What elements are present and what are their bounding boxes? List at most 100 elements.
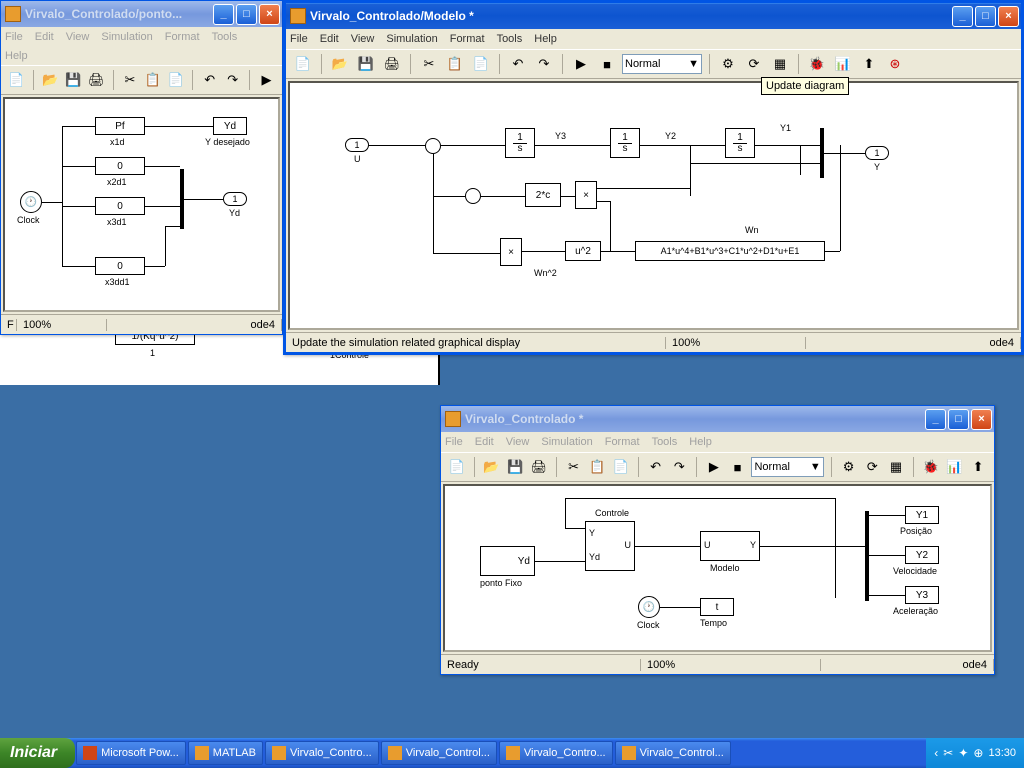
minimize-button[interactable]: _ (213, 4, 234, 25)
explorer-icon[interactable]: 📊 (832, 53, 854, 75)
redo-icon[interactable]: ↷ (669, 456, 689, 478)
menu-format[interactable]: Format (605, 436, 640, 448)
menu-tools[interactable]: Tools (212, 31, 238, 43)
target-icon[interactable]: ⊛ (884, 53, 906, 75)
maximize-button[interactable]: □ (975, 6, 996, 27)
menu-simulation[interactable]: Simulation (101, 31, 152, 43)
titlebar[interactable]: Virvalo_Controlado/Modelo * _ □ × (286, 3, 1021, 29)
canvas[interactable]: Yd ponto Fixo Controle Y Yd U U Y Modelo… (443, 484, 992, 652)
menu-file[interactable]: File (290, 33, 308, 45)
menu-edit[interactable]: Edit (35, 31, 54, 43)
task-powerpoint[interactable]: Microsoft Pow... (76, 741, 186, 765)
clock[interactable]: 13:30 (988, 747, 1016, 759)
pontofixo-block[interactable]: Yd (480, 546, 535, 576)
menu-view[interactable]: View (66, 31, 90, 43)
disp-block[interactable]: Yd (213, 117, 247, 135)
u2-block[interactable]: u^2 (565, 241, 601, 261)
maximize-button[interactable]: □ (236, 4, 257, 25)
minimize-button[interactable]: _ (952, 6, 973, 27)
int1-block[interactable]: 1s (505, 128, 535, 158)
canvas[interactable]: 1 U 1s Y3 1s Y2 1s Y1 1 Y 2*c × × u^2 Wn… (288, 81, 1019, 330)
sum-main[interactable] (425, 138, 441, 154)
canvas[interactable]: 🕐 Clock Pf x1d 0 x2d1 0 x3d1 0 x3dd1 1 Y… (3, 97, 280, 312)
lib-icon[interactable]: ▦ (769, 53, 791, 75)
copy-icon[interactable]: 📋 (143, 69, 162, 91)
cut-icon[interactable]: ✂ (564, 456, 584, 478)
clock-block[interactable]: 🕐 (638, 596, 660, 618)
tray-icon-1[interactable]: ‹ (934, 746, 938, 760)
new-icon[interactable]: 📄 (292, 53, 314, 75)
redo-icon[interactable]: ↷ (533, 53, 555, 75)
tray-icon-3[interactable]: ✦ (958, 746, 968, 760)
int2-block[interactable]: 1s (610, 128, 640, 158)
menu-help[interactable]: Help (5, 50, 28, 62)
y2-block[interactable]: Y2 (905, 546, 939, 564)
stop-icon[interactable]: ■ (596, 53, 618, 75)
open-icon[interactable]: 📂 (482, 456, 502, 478)
system-tray[interactable]: ‹ ✂ ✦ ⊕ 13:30 (926, 738, 1024, 768)
undo-icon[interactable]: ↶ (200, 69, 219, 91)
menu-format[interactable]: Format (450, 33, 485, 45)
save-icon[interactable]: 💾 (64, 69, 83, 91)
print-icon[interactable]: 🖨 (529, 456, 549, 478)
print-icon[interactable]: 🖨 (87, 69, 106, 91)
close-button[interactable]: × (971, 409, 992, 430)
z2-block[interactable]: 0 (95, 197, 145, 215)
stop-icon[interactable]: ■ (728, 456, 748, 478)
tray-icon-4[interactable]: ⊕ (973, 746, 983, 760)
menubar-row2[interactable]: Help (1, 47, 282, 65)
y3-block[interactable]: Y3 (905, 586, 939, 604)
undo-icon[interactable]: ↶ (646, 456, 666, 478)
controle-block[interactable]: Y Yd U (585, 521, 635, 571)
start-button[interactable]: Iniciar (0, 738, 75, 768)
demux-block[interactable] (865, 511, 869, 601)
poly-block[interactable]: A1*u^4+B1*u^3+C1*u^2+D1*u+E1 (635, 241, 825, 261)
task-virvalo-3[interactable]: Virvalo_Contro... (499, 741, 613, 765)
menu-help[interactable]: Help (689, 436, 712, 448)
debug-icon[interactable]: 🐞 (806, 53, 828, 75)
new-icon[interactable]: 📄 (7, 69, 26, 91)
close-button[interactable]: × (998, 6, 1019, 27)
maximize-button[interactable]: □ (948, 409, 969, 430)
task-virvalo-4[interactable]: Virvalo_Control... (615, 741, 731, 765)
redo-icon[interactable]: ↷ (223, 69, 242, 91)
titlebar[interactable]: Virvalo_Controlado/ponto... _ □ × (1, 1, 282, 27)
gain-block[interactable]: 2*c (525, 183, 561, 207)
print-icon[interactable]: 🖨 (381, 53, 403, 75)
mode-select[interactable]: Normal▼ (622, 54, 702, 74)
update-diagram-icon[interactable]: ⟳ (743, 53, 765, 75)
menu-format[interactable]: Format (165, 31, 200, 43)
play-icon[interactable]: ▶ (570, 53, 592, 75)
task-virvalo-2[interactable]: Virvalo_Control... (381, 741, 497, 765)
int3-block[interactable]: 1s (725, 128, 755, 158)
open-icon[interactable]: 📂 (329, 53, 351, 75)
copy-icon[interactable]: 📋 (444, 53, 466, 75)
undo-icon[interactable]: ↶ (507, 53, 529, 75)
menubar[interactable]: File Edit View Simulation Format Tools (1, 27, 282, 47)
menu-simulation[interactable]: Simulation (386, 33, 437, 45)
cut-icon[interactable]: ✂ (418, 53, 440, 75)
prod1-block[interactable]: × (575, 181, 597, 209)
build-icon[interactable]: ⚙ (717, 53, 739, 75)
up-icon[interactable]: ⬆ (858, 53, 880, 75)
cut-icon[interactable]: ✂ (121, 69, 140, 91)
menu-simulation[interactable]: Simulation (541, 436, 592, 448)
z1-block[interactable]: 0 (95, 157, 145, 175)
debug-icon[interactable]: 🐞 (921, 456, 941, 478)
menu-tools[interactable]: Tools (652, 436, 678, 448)
new-icon[interactable]: 📄 (447, 456, 467, 478)
paste-icon[interactable]: 📄 (470, 53, 492, 75)
task-virvalo-1[interactable]: Virvalo_Contro... (265, 741, 379, 765)
menu-file[interactable]: File (445, 436, 463, 448)
in-port[interactable]: 1 (345, 138, 369, 152)
mode-select[interactable]: Normal▼ (751, 457, 823, 477)
up-icon[interactable]: ⬆ (968, 456, 988, 478)
play-icon[interactable]: ▶ (704, 456, 724, 478)
menubar[interactable]: File Edit View Simulation Format Tools H… (441, 432, 994, 452)
lib-icon[interactable]: ▦ (886, 456, 906, 478)
menu-file[interactable]: File (5, 31, 23, 43)
menu-view[interactable]: View (351, 33, 375, 45)
copy-icon[interactable]: 📋 (587, 456, 607, 478)
out-port[interactable]: 1 (223, 192, 247, 206)
paste-icon[interactable]: 📄 (166, 69, 185, 91)
